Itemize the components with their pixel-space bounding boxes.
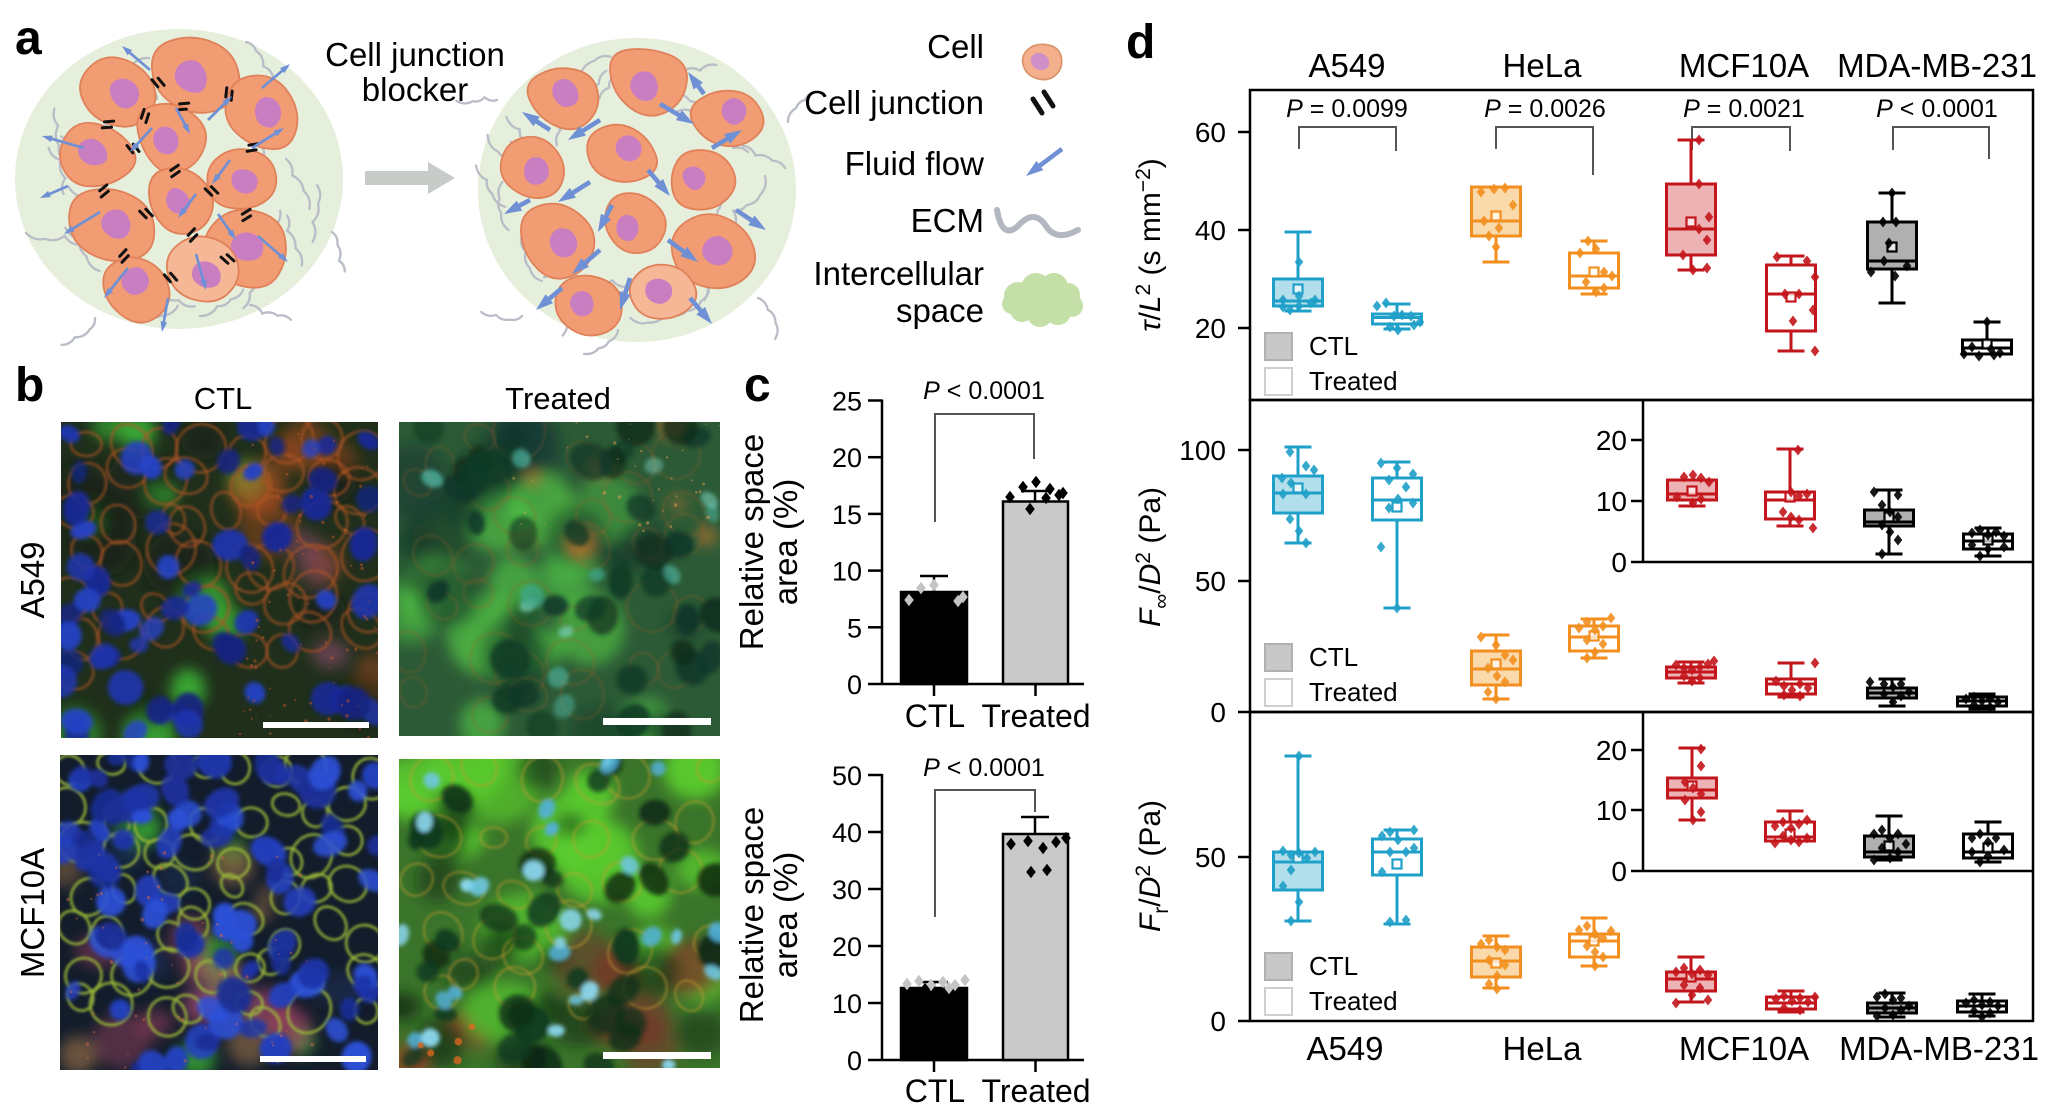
- svg-text:5: 5: [847, 613, 862, 643]
- svg-text:20: 20: [1596, 425, 1627, 456]
- svg-text:10: 10: [1596, 486, 1627, 517]
- svg-text:Cell: Cell: [927, 28, 984, 65]
- svg-text:Relative space: Relative space: [733, 434, 770, 650]
- svg-text:10: 10: [832, 557, 862, 587]
- svg-text:P = 0.0021: P = 0.0021: [1683, 95, 1805, 123]
- svg-text:A549: A549: [14, 541, 51, 618]
- svg-text:20: 20: [1596, 735, 1627, 766]
- svg-text:CTL: CTL: [1309, 331, 1358, 361]
- svg-text:CTL: CTL: [905, 1073, 965, 1109]
- svg-text:c: c: [744, 359, 771, 412]
- svg-text:Intercellular: Intercellular: [813, 255, 984, 292]
- svg-text:F∞/D2 (Pa): F∞/D2 (Pa): [1132, 487, 1173, 627]
- svg-text:60: 60: [1195, 117, 1226, 148]
- svg-text:P < 0.0001: P < 0.0001: [923, 377, 1045, 405]
- svg-text:10: 10: [832, 989, 862, 1019]
- svg-text:Treated: Treated: [1309, 677, 1398, 707]
- svg-text:100: 100: [1179, 435, 1226, 466]
- svg-text:40: 40: [1195, 215, 1226, 246]
- svg-text:Cell junction: Cell junction: [325, 36, 505, 73]
- svg-text:20: 20: [832, 932, 862, 962]
- svg-text:P < 0.0001: P < 0.0001: [923, 754, 1045, 782]
- svg-text:MCF10A: MCF10A: [1679, 47, 1809, 84]
- svg-text:CTL: CTL: [1309, 951, 1358, 981]
- svg-text:CTL: CTL: [194, 381, 253, 416]
- svg-text:20: 20: [832, 443, 862, 473]
- svg-text:15: 15: [832, 500, 862, 530]
- svg-text:space: space: [896, 292, 984, 329]
- svg-text:MDA-MB-231: MDA-MB-231: [1839, 1030, 2039, 1067]
- svg-text:A549: A549: [1306, 1030, 1383, 1067]
- svg-text:0: 0: [847, 670, 862, 700]
- svg-text:Treated: Treated: [1309, 366, 1398, 396]
- svg-text:area (%): area (%): [767, 852, 804, 979]
- svg-text:25: 25: [832, 387, 862, 417]
- svg-text:30: 30: [832, 875, 862, 905]
- svg-text:0: 0: [847, 1046, 862, 1076]
- svg-text:P = 0.0026: P = 0.0026: [1484, 95, 1606, 123]
- svg-text:area (%): area (%): [767, 479, 804, 606]
- svg-text:HeLa: HeLa: [1503, 47, 1583, 84]
- svg-text:Treated: Treated: [981, 1073, 1090, 1109]
- svg-text:HeLa: HeLa: [1503, 1030, 1583, 1067]
- svg-text:50: 50: [1195, 842, 1226, 873]
- svg-text:0: 0: [1210, 1006, 1226, 1037]
- svg-text:b: b: [15, 359, 44, 412]
- svg-text:0: 0: [1611, 856, 1627, 887]
- svg-text:d: d: [1126, 16, 1155, 69]
- svg-text:0: 0: [1210, 697, 1226, 728]
- svg-text:50: 50: [1195, 566, 1226, 597]
- svg-text:40: 40: [832, 818, 862, 848]
- svg-text:MCF10A: MCF10A: [14, 848, 51, 978]
- svg-text:MCF10A: MCF10A: [1679, 1030, 1809, 1067]
- svg-text:Cell junction: Cell junction: [804, 84, 984, 121]
- svg-text:CTL: CTL: [905, 698, 965, 734]
- svg-text:blocker: blocker: [362, 71, 468, 108]
- svg-text:CTL: CTL: [1309, 642, 1358, 672]
- svg-text:20: 20: [1195, 313, 1226, 344]
- svg-text:Relative space: Relative space: [733, 807, 770, 1023]
- svg-text:P < 0.0001: P < 0.0001: [1876, 95, 1998, 123]
- svg-text:ECM: ECM: [911, 202, 984, 239]
- svg-text:Treated: Treated: [981, 698, 1090, 734]
- svg-text:a: a: [15, 12, 42, 65]
- svg-text:MDA-MB-231: MDA-MB-231: [1837, 47, 2037, 84]
- svg-text:Treated: Treated: [1309, 986, 1398, 1016]
- svg-text:10: 10: [1596, 795, 1627, 826]
- svg-text:A549: A549: [1308, 47, 1385, 84]
- svg-text:Fluid flow: Fluid flow: [845, 145, 985, 182]
- svg-text:P = 0.0099: P = 0.0099: [1286, 95, 1408, 123]
- svg-text:Fr/D2 (Pa): Fr/D2 (Pa): [1132, 800, 1173, 932]
- svg-text:Treated: Treated: [505, 381, 611, 416]
- svg-text:50: 50: [832, 761, 862, 791]
- svg-text:0: 0: [1611, 547, 1627, 578]
